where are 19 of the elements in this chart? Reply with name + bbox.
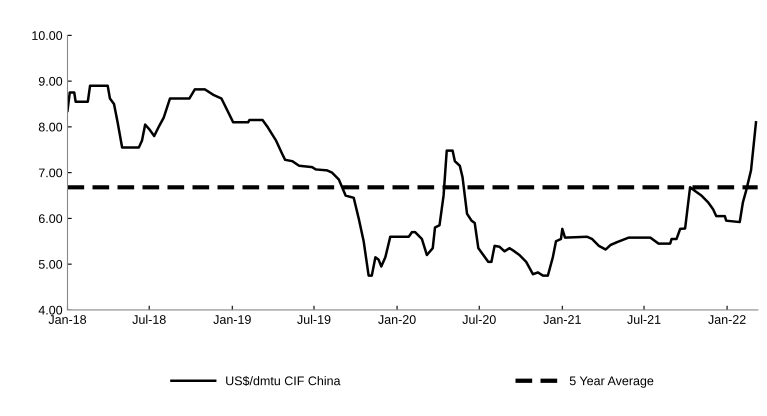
x-tick-label: Jul-21	[627, 314, 660, 324]
y-tick-label: 9.00	[38, 76, 62, 86]
y-tick-label: 6.00	[38, 214, 62, 224]
legend-label: 5 Year Average	[570, 376, 654, 388]
x-tick-label: Jul-19	[297, 314, 330, 324]
y-tick-label: 8.00	[38, 122, 62, 132]
y-tick-label: 10.00	[32, 31, 62, 40]
line-series	[67, 84, 758, 277]
x-tick-label: Jul-20	[462, 314, 496, 324]
x-tick-label: Jul-18	[132, 314, 166, 324]
x-tick-label: Jan-20	[378, 315, 416, 324]
x-tick-label: Jan-18	[48, 315, 86, 324]
x-tick-label: Jan-21	[543, 315, 581, 324]
x-tick-label: Jan-19	[213, 315, 251, 324]
x-tick-label: Jan-22	[708, 315, 746, 324]
y-tick-label: 7.00	[38, 168, 62, 178]
y-tick-label: 5.00	[38, 260, 62, 269]
legend-label: US$/dmtu CIF China	[226, 376, 341, 386]
y-tick-label: 4.00	[38, 306, 62, 315]
